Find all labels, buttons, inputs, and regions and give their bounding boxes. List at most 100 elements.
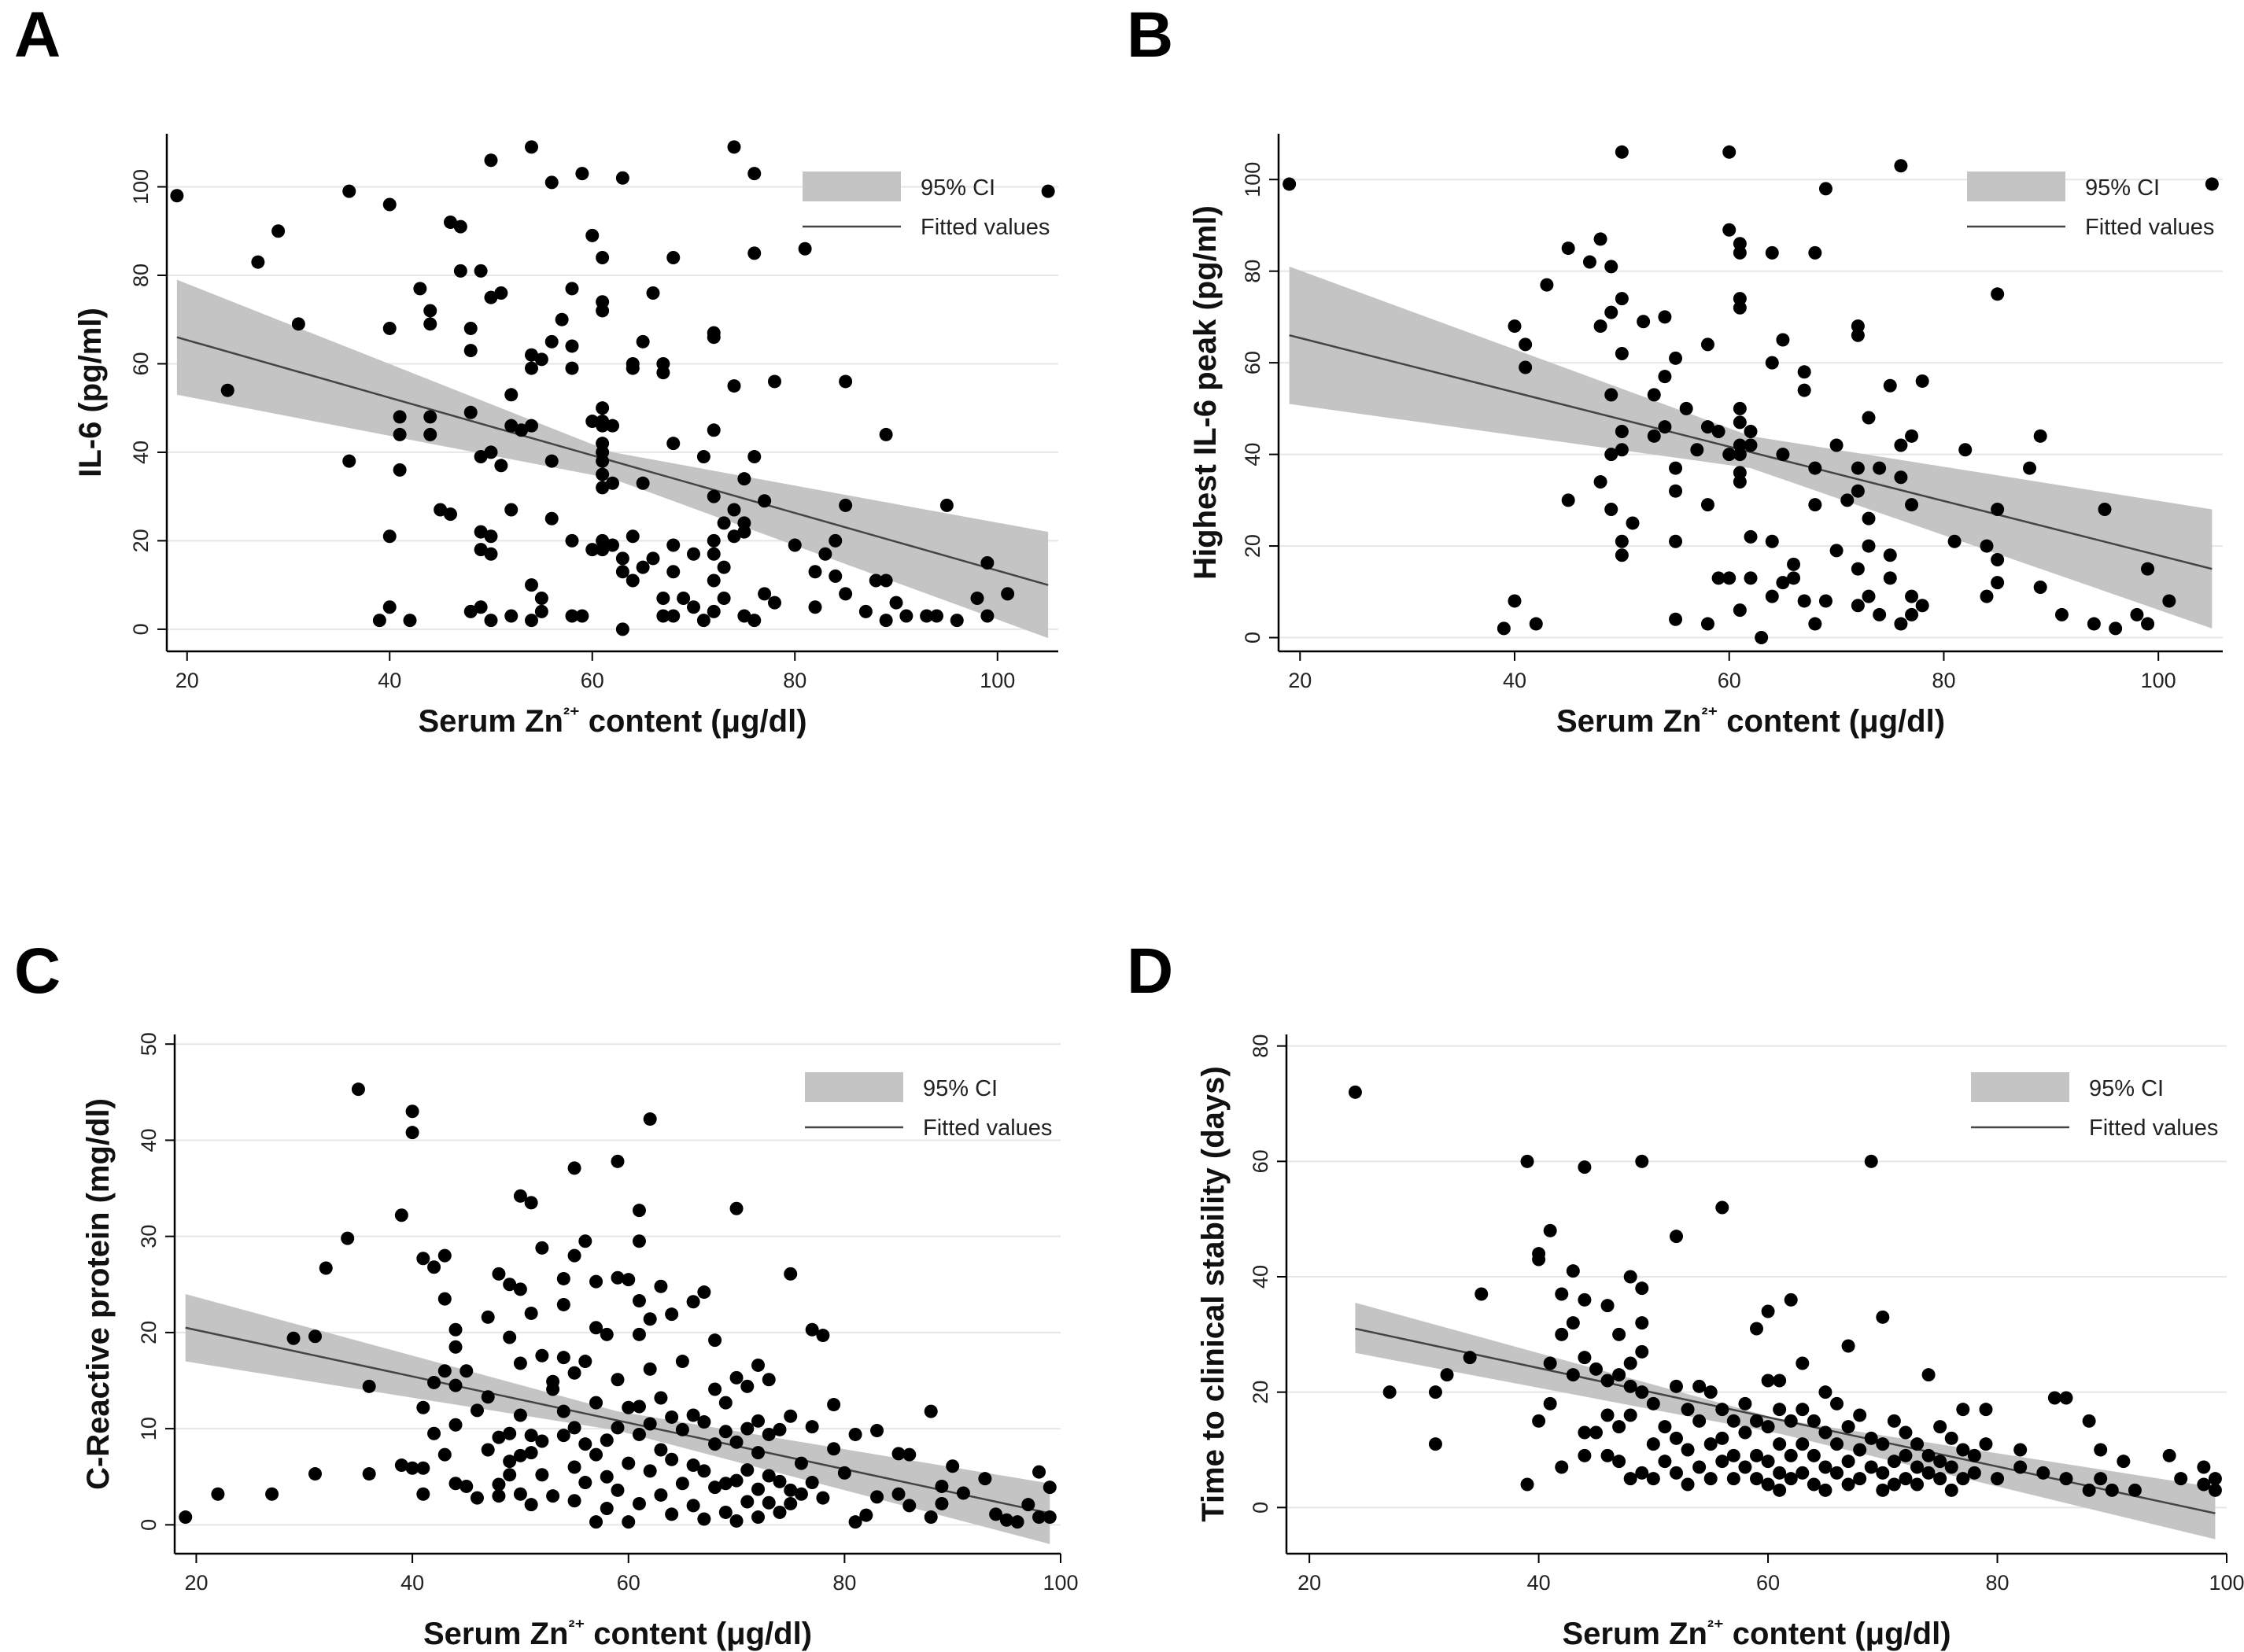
data-point <box>654 1488 668 1502</box>
data-point <box>675 1477 689 1491</box>
x-tick-label: 80 <box>832 1571 856 1595</box>
x-axis-label: Serum Zn²⁺ content (μg/dl) <box>418 704 806 739</box>
data-point <box>643 1112 657 1127</box>
data-point <box>1807 1477 1821 1492</box>
x-tick-label: 80 <box>783 669 806 692</box>
data-point <box>524 1498 538 1512</box>
data-point <box>784 1483 798 1497</box>
data-point <box>481 1310 495 1324</box>
data-point <box>665 1307 679 1322</box>
data-point <box>1829 438 1844 452</box>
data-point <box>999 1513 1013 1527</box>
data-point <box>2128 1483 2142 1497</box>
data-point <box>423 304 437 318</box>
data-point <box>1876 1483 1890 1497</box>
data-point <box>1543 1223 1557 1237</box>
data-point <box>643 1312 657 1326</box>
data-point <box>1555 1327 1569 1341</box>
data-point <box>1776 576 1790 590</box>
data-point <box>575 167 589 181</box>
legend: 95% CI Fitted values <box>1967 171 2214 240</box>
data-point <box>1808 617 1822 631</box>
data-point <box>1956 1403 1970 1417</box>
data-point <box>1021 1498 1035 1512</box>
data-point <box>686 1458 700 1473</box>
data-point <box>1905 429 1919 443</box>
x-tick-label: 40 <box>378 669 401 692</box>
data-point <box>1733 438 1747 452</box>
data-point <box>643 1464 657 1478</box>
data-point <box>470 1403 484 1418</box>
data-point <box>524 1306 538 1320</box>
data-point <box>1669 1466 1683 1480</box>
data-point <box>1681 1403 1695 1417</box>
data-point <box>1784 1414 1798 1428</box>
data-point <box>525 140 538 154</box>
data-point <box>626 361 640 375</box>
data-point <box>596 401 610 415</box>
data-point <box>1508 594 1522 608</box>
data-point <box>1830 1466 1844 1480</box>
data-point <box>1711 571 1725 585</box>
data-point <box>626 573 640 588</box>
data-point <box>1733 292 1747 306</box>
data-point <box>902 1499 917 1513</box>
data-point <box>654 1391 668 1405</box>
data-point <box>453 264 467 278</box>
data-point <box>513 1356 527 1370</box>
data-point <box>1733 466 1747 480</box>
x-axis-label: Serum Zn²⁺ content (μg/dl) <box>423 1617 812 1651</box>
data-point <box>1750 1472 1763 1486</box>
data-point <box>808 565 822 579</box>
data-point <box>848 1515 862 1529</box>
data-point <box>535 1241 549 1255</box>
data-point <box>251 255 265 269</box>
data-point <box>578 1355 592 1369</box>
data-point <box>596 481 610 495</box>
data-point <box>1658 370 1672 384</box>
data-point <box>503 1278 517 1292</box>
data-point <box>1555 1287 1569 1301</box>
data-point <box>1991 553 2005 567</box>
legend-ci-swatch <box>803 171 901 201</box>
data-point <box>504 503 519 517</box>
data-point <box>1808 498 1822 512</box>
data-point <box>1750 1414 1763 1428</box>
legend-ci-label: 95% CI <box>2089 1076 2164 1101</box>
data-point <box>1692 1414 1707 1428</box>
data-point <box>1761 1304 1775 1318</box>
data-point <box>950 614 964 628</box>
data-point <box>1561 242 1575 256</box>
y-tick-label: 0 <box>1241 632 1264 643</box>
data-point <box>2047 1391 2061 1405</box>
data-point <box>1773 1466 1787 1480</box>
data-point <box>567 1494 581 1508</box>
data-point <box>665 1452 679 1466</box>
data-point <box>179 1510 193 1525</box>
data-point <box>768 374 781 389</box>
data-point <box>524 1429 538 1443</box>
data-point <box>1915 599 1929 613</box>
data-point <box>626 529 640 544</box>
data-point <box>463 344 478 358</box>
data-point <box>308 1329 323 1344</box>
data-point <box>470 1491 484 1505</box>
data-point <box>1604 448 1618 462</box>
data-point <box>751 1482 766 1496</box>
data-point <box>762 1469 776 1483</box>
data-point <box>565 361 579 375</box>
data-point <box>1894 617 1908 631</box>
data-point <box>1980 589 1994 603</box>
data-point <box>1463 1351 1477 1365</box>
y-tick-label: 60 <box>1249 1149 1272 1173</box>
data-point <box>211 1487 225 1501</box>
data-point <box>1956 1443 1970 1457</box>
data-point <box>1796 1403 1810 1417</box>
data-point <box>1497 621 1511 636</box>
data-point <box>1818 1483 1832 1497</box>
data-point <box>1615 534 1629 548</box>
x-tick-label: 60 <box>581 669 604 692</box>
data-point <box>484 153 498 168</box>
data-point <box>220 383 234 397</box>
data-point <box>1967 1448 1981 1462</box>
